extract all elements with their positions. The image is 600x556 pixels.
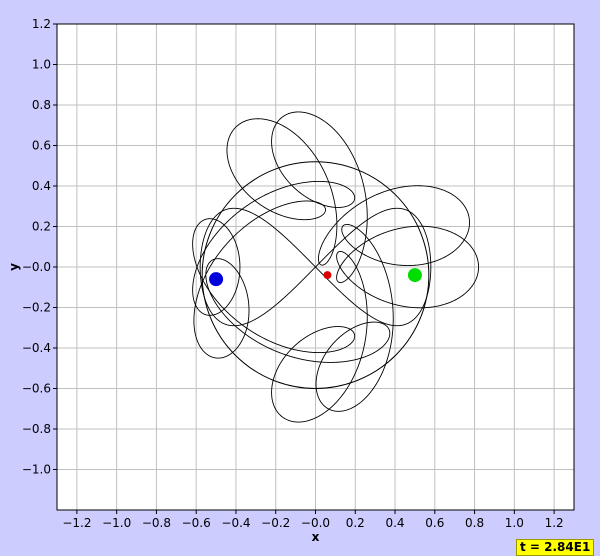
y-tick-label: −0.2 — [22, 301, 51, 315]
body-point — [323, 271, 332, 280]
trajectory-ring — [201, 161, 430, 389]
y-tick-label: 0.4 — [32, 179, 51, 193]
y-tick-label: 1.0 — [32, 58, 51, 72]
y-tick-label: −0.0 — [22, 260, 51, 274]
y-tick-label: 0.6 — [32, 139, 51, 153]
x-tick-label: 1.0 — [505, 516, 524, 530]
y-tick-label: −0.4 — [22, 341, 51, 355]
y-tick-label: −0.8 — [22, 422, 51, 436]
x-tick-label: −0.0 — [301, 516, 330, 530]
trajectory-line — [192, 111, 479, 423]
x-tick-label: 0.4 — [385, 516, 404, 530]
grid — [57, 23, 574, 510]
x-axis-label: x — [312, 530, 320, 544]
trajectories — [192, 111, 479, 423]
x-tick-label: −1.0 — [102, 516, 131, 530]
y-tick-label: 0.8 — [32, 98, 51, 112]
x-tick-label: 1.2 — [545, 516, 564, 530]
y-axis-label: y — [7, 263, 21, 271]
y-tick-label: 0.2 — [32, 220, 51, 234]
x-tick-label: −0.6 — [182, 516, 211, 530]
x-tick-label: 0.2 — [346, 516, 365, 530]
x-tick-labels: −1.2 −1.0 −0.8 −0.6 −0.4 −0.2 −0.0 0.2 0.4 0.6 0.8… — [62, 510, 564, 530]
time-readout: t = 2.84E1 — [516, 539, 595, 556]
x-tick-label: 0.8 — [465, 516, 484, 530]
x-tick-label: 0.6 — [425, 516, 444, 530]
y-tick-labels: 1.2 1.0 0.8 0.6 0.4 0.2 −0.0 −0.2 −0.4 −0.6 −0.8 −1… — [22, 17, 57, 477]
x-tick-label: −0.4 — [221, 516, 250, 530]
x-tick-label: −0.8 — [142, 516, 171, 530]
body-point — [209, 272, 224, 287]
y-tick-label: −0.6 — [22, 382, 51, 396]
trajectory-line — [193, 118, 470, 412]
y-tick-label: −1.0 — [22, 463, 51, 477]
y-tick-label: 1.2 — [32, 17, 51, 31]
trajectory-line — [199, 207, 432, 327]
bodies — [209, 268, 422, 287]
x-tick-label: −0.2 — [261, 516, 290, 530]
body-point — [407, 268, 422, 283]
x-tick-label: −1.2 — [62, 516, 91, 530]
